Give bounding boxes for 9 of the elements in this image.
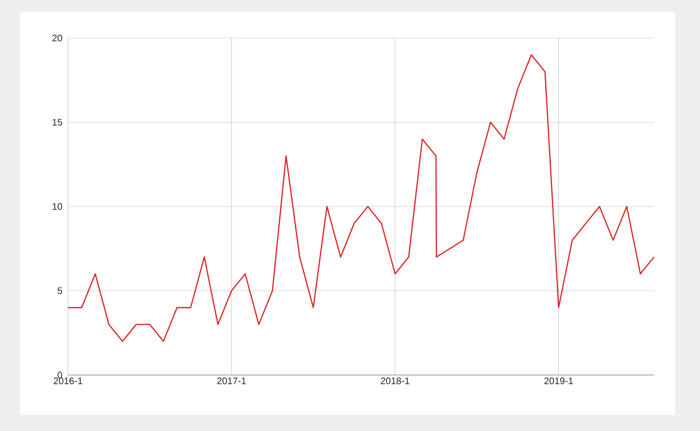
x-tick-label: 2017-1 [217, 378, 246, 384]
y-tick-label: 10 [52, 203, 62, 210]
y-tick-label: 15 [52, 118, 62, 126]
y-tick-label: 20 [52, 34, 62, 42]
x-tick-label: 2019-1 [544, 378, 573, 384]
x-tick-label: 2018-1 [380, 378, 410, 384]
y-tick-label: 5 [58, 287, 62, 294]
line-series [67, 54, 655, 342]
x-tick-label: 2016-1 [54, 378, 82, 384]
